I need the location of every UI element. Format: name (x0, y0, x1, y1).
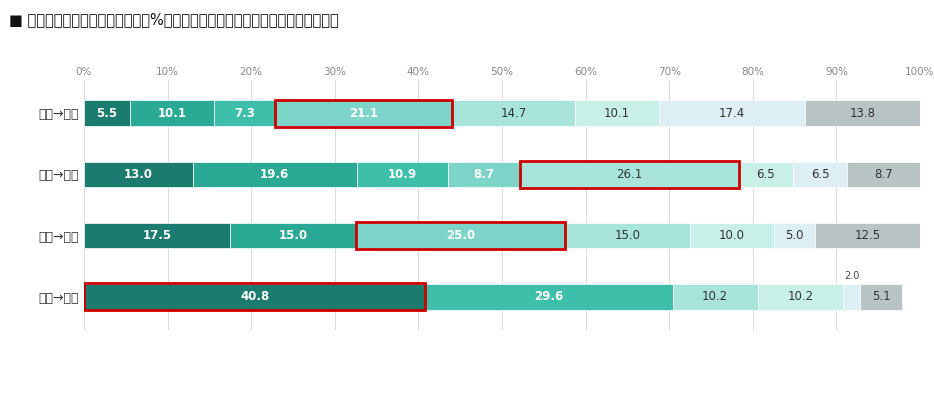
Text: 25.0: 25.0 (446, 229, 474, 242)
Bar (215, 100, 276, 126)
Text: 10.9: 10.9 (388, 168, 417, 181)
Text: 19.6: 19.6 (260, 168, 290, 181)
Bar (860, 284, 902, 310)
Bar (425, 284, 672, 310)
Bar (192, 162, 357, 187)
Text: 2.0: 2.0 (843, 271, 859, 281)
Bar (793, 162, 847, 187)
Bar (84, 100, 130, 126)
Text: 21.1: 21.1 (349, 107, 378, 120)
Text: 29.6: 29.6 (534, 290, 563, 303)
Bar (447, 162, 520, 187)
Text: 15.0: 15.0 (278, 229, 307, 242)
Text: 10.0: 10.0 (719, 229, 745, 242)
Bar (84, 223, 231, 248)
Bar (452, 100, 574, 126)
Text: 40.8: 40.8 (240, 290, 269, 303)
Bar (739, 162, 793, 187)
Bar (672, 284, 757, 310)
Bar (804, 100, 920, 126)
Text: 14.7: 14.7 (501, 107, 527, 120)
Bar (815, 223, 920, 248)
Text: 26.1: 26.1 (616, 168, 643, 181)
Bar (84, 284, 425, 310)
Text: 13.0: 13.0 (124, 168, 153, 181)
Text: 8.7: 8.7 (474, 168, 494, 181)
Bar (757, 284, 843, 310)
Bar (773, 223, 815, 248)
Bar (84, 162, 192, 187)
Text: 5.0: 5.0 (785, 229, 804, 242)
Text: 10.1: 10.1 (158, 107, 187, 120)
Text: 12.5: 12.5 (855, 229, 881, 242)
Bar (659, 100, 804, 126)
Text: 13.8: 13.8 (849, 107, 875, 120)
Text: 10.2: 10.2 (702, 290, 729, 303)
Bar (231, 223, 356, 248)
Bar (356, 223, 565, 248)
Text: 10.1: 10.1 (604, 107, 630, 120)
Text: 17.5: 17.5 (143, 229, 172, 242)
Bar (130, 100, 215, 126)
Bar (276, 100, 452, 126)
Bar (565, 223, 690, 248)
Bar (847, 162, 920, 187)
Bar (843, 284, 860, 310)
Text: 6.5: 6.5 (811, 168, 829, 181)
Text: 7.3: 7.3 (234, 107, 255, 120)
Bar (574, 100, 659, 126)
Text: 10.2: 10.2 (787, 290, 814, 303)
Text: 6.5: 6.5 (757, 168, 775, 181)
Text: 15.0: 15.0 (615, 229, 641, 242)
Text: 5.1: 5.1 (871, 290, 890, 303)
Text: 8.7: 8.7 (874, 168, 893, 181)
Text: 17.4: 17.4 (719, 107, 745, 120)
Bar (520, 162, 739, 187)
Text: 5.5: 5.5 (96, 107, 118, 120)
Text: ■ 住み替え先の面積について　（%）　「住み替え先の住まいの面積について」: ■ 住み替え先の面積について （%） 「住み替え先の住まいの面積について」 (9, 12, 339, 27)
Bar (690, 223, 773, 248)
Bar (357, 162, 447, 187)
